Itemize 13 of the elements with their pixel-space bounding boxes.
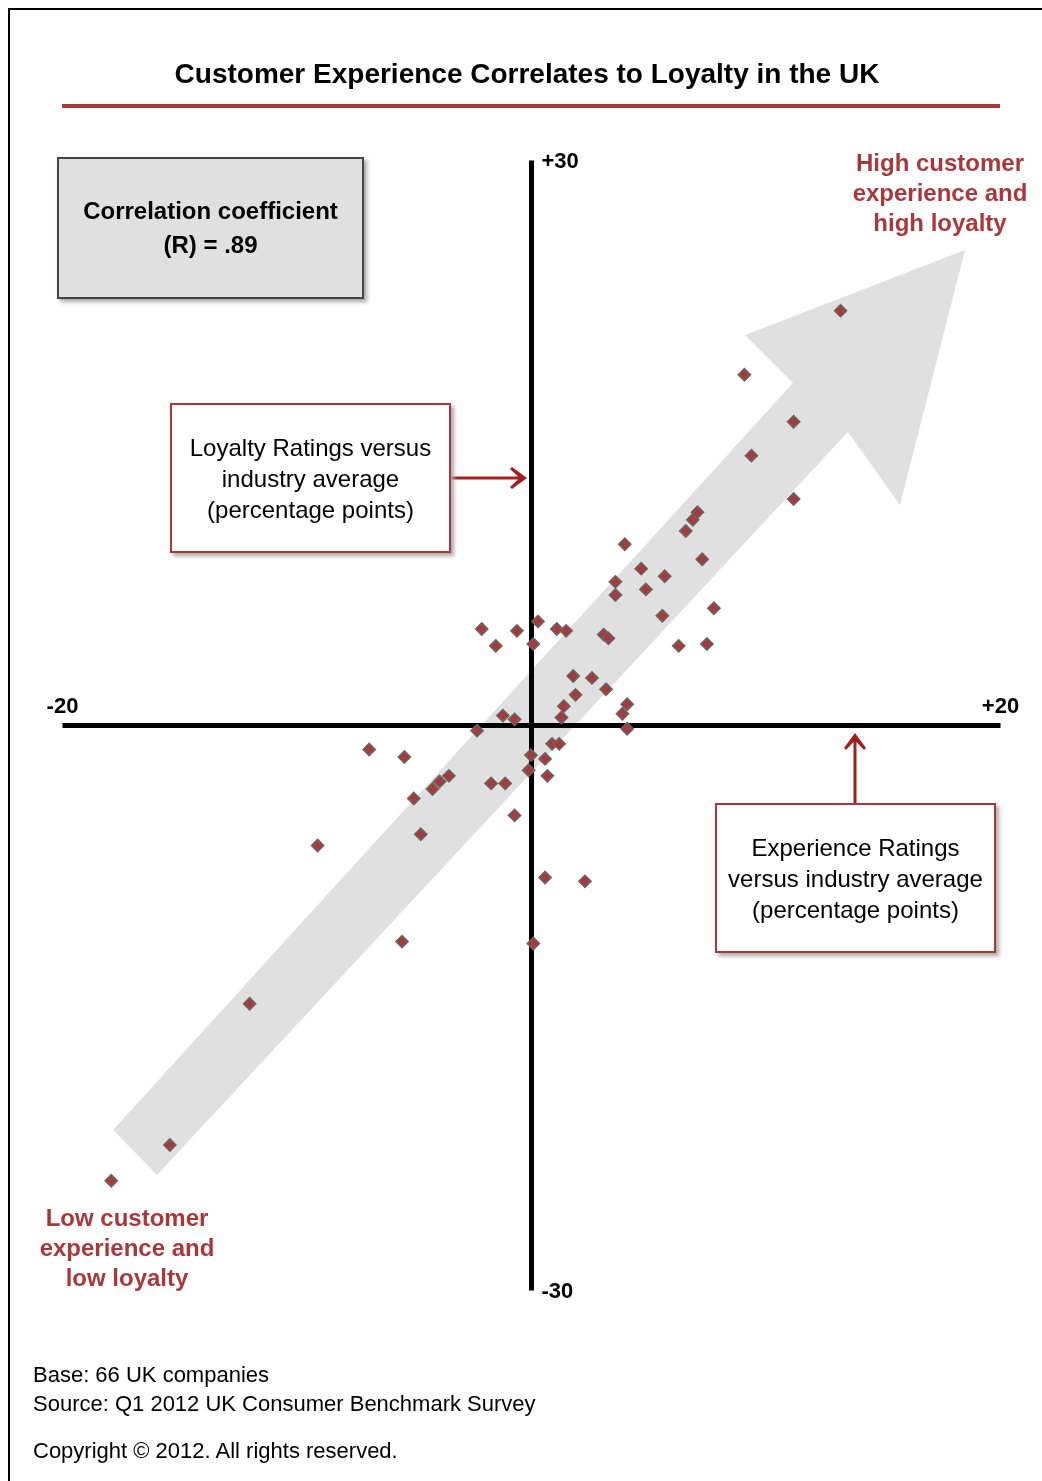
y-tick-label: +30 (541, 147, 579, 173)
text-box: Correlation coefficient (R) = .89 (57, 157, 364, 299)
text: Copyright © 2012. All rights reserved. (33, 1438, 398, 1464)
annotation: Low customer experience and low loyalty (38, 1203, 216, 1293)
y-tick-label: -30 (541, 1277, 574, 1303)
chart-title: Customer Experience Correlates to Loyalty in the UK (173, 58, 881, 90)
annotation: High customer experience and high loyalty (851, 148, 1029, 238)
source-note: Source: Q1 2012 UK Consumer Benchmark Survey (33, 1391, 536, 1417)
text: Base: 66 UK companies (33, 1362, 270, 1388)
callout-box: Experience Ratings versus industry average (percentage points) (715, 803, 996, 953)
x-tick-label: +20 (981, 692, 1020, 718)
x-tick-label: -20 (46, 692, 79, 718)
callout-box: Loyalty Ratings versus industry average (percentage points) (170, 403, 451, 553)
